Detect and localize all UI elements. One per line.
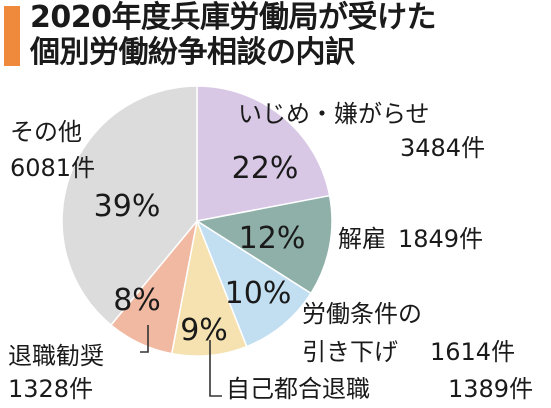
percent-label-kaiko: 12% <box>239 221 306 256</box>
label-taishoku-name: 退職勧奨 <box>8 342 104 370</box>
label-kaiko-count: 1849件 <box>398 225 483 253</box>
percent-label-taishoku: 8% <box>113 283 161 318</box>
percent-label-roudou: 10% <box>225 276 292 311</box>
label-roudou-line2: 引き下げ <box>302 338 398 366</box>
chart-title: 2020年度兵庫労働局が受けた 個別労働紛争相談の内訳 <box>30 0 550 70</box>
pie-slice-0 <box>196 85 331 222</box>
chart-title-line-2: 個別労働紛争相談の内訳 <box>30 35 355 70</box>
label-jiko-count: 1389件 <box>448 375 533 403</box>
leader-line-jiko <box>209 340 222 397</box>
percent-label-jiko: 9% <box>180 313 228 348</box>
label-roudou-line1: 労働条件の <box>302 300 422 328</box>
label-sonota-count: 6081件 <box>10 154 95 182</box>
chart-title-line-1: 2020年度兵庫労働局が受けた <box>30 0 437 35</box>
label-ijime-name: いじめ・嫌がらせ <box>238 100 430 128</box>
pie-slice-2 <box>195 219 313 348</box>
leader-line-taishoku <box>140 325 149 353</box>
label-taishoku-count: 1328件 <box>8 375 93 403</box>
label-ijime-count: 3484件 <box>400 134 485 162</box>
label-roudou-count: 1614件 <box>430 338 515 366</box>
pie-slice-1 <box>194 194 333 295</box>
percent-label-ijime: 22% <box>232 151 299 186</box>
label-jiko-name: 自己都合退職 <box>226 375 370 403</box>
pie-slice-5 <box>61 85 198 327</box>
percent-label-sonota: 39% <box>94 189 161 224</box>
label-sonota-name: その他 <box>10 118 82 146</box>
pie-slices <box>61 85 333 357</box>
title-accent-bar <box>4 6 20 66</box>
label-kaiko-name: 解雇 <box>338 225 386 253</box>
